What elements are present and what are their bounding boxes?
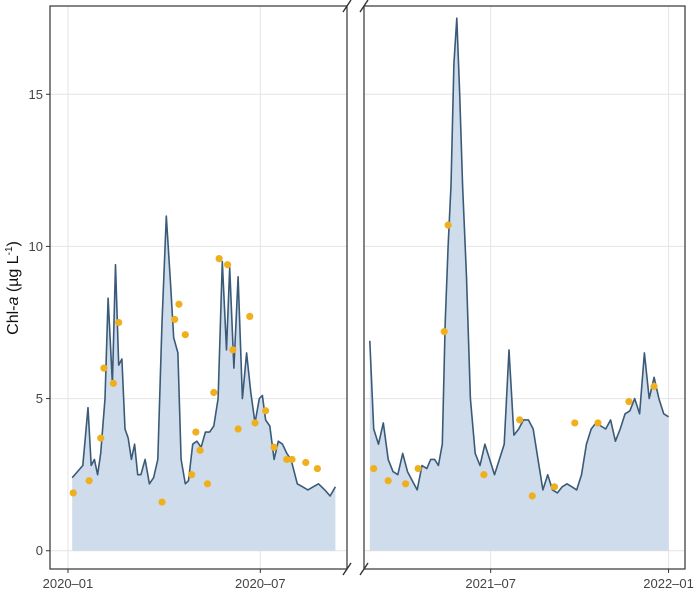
observation-point	[85, 477, 93, 485]
y-axis-label-superscript: -1	[4, 246, 15, 255]
observation-point	[210, 388, 218, 397]
y-axis-label-italic: a	[5, 297, 22, 306]
y-axis-title: Chl-a (µg L-1)	[4, 241, 22, 335]
observation-point	[203, 480, 212, 488]
observation-point	[571, 419, 579, 427]
observation-point	[440, 328, 448, 336]
observation-point	[229, 346, 237, 354]
observation-point	[384, 477, 392, 485]
observation-point	[594, 419, 602, 427]
observation-point	[188, 471, 196, 479]
observation-point	[270, 443, 278, 451]
observation-point	[251, 419, 259, 427]
observation-point	[115, 318, 123, 327]
observation-point	[234, 425, 242, 433]
observation-point	[223, 261, 232, 269]
plot-area: 2020–01 2020–07 0 5 10 15 2021–07 2022–01	[29, 0, 694, 591]
observation-point	[262, 407, 270, 415]
y-tick-label: 0	[36, 543, 43, 558]
y-tick-label: 5	[36, 391, 43, 406]
observation-point	[158, 498, 166, 506]
observation-point	[480, 471, 488, 479]
x-tick-label: 2022–01	[643, 576, 694, 591]
observation-point	[97, 434, 105, 442]
axis-break-slash	[342, 562, 352, 576]
axis-break-slash	[359, 562, 369, 576]
panel-frame	[49, 5, 348, 570]
observation-point	[550, 483, 559, 491]
observation-point	[302, 458, 310, 467]
observation-point	[625, 398, 633, 406]
observation-point	[215, 254, 223, 263]
x-tick-label: 2020–01	[43, 576, 94, 591]
observation-point	[528, 492, 536, 500]
panel-frame	[363, 5, 686, 570]
panel-2: 2021–07 2022–01	[363, 5, 694, 591]
x-tick-label: 2020–07	[235, 576, 286, 591]
observation-point	[283, 455, 291, 464]
observation-point	[192, 428, 200, 436]
observation-point	[109, 379, 118, 387]
observation-point	[69, 489, 77, 497]
x-tick-label: 2021–07	[465, 576, 516, 591]
axis-break-slash	[342, 0, 352, 13]
y-axis-label: Chl-a (µg L-1)	[4, 241, 22, 335]
observation-point	[370, 464, 378, 473]
axis-break-slash	[359, 0, 369, 13]
observation-point	[100, 364, 108, 372]
y-tick-label: 10	[29, 239, 43, 254]
axis-break-marks	[342, 0, 369, 576]
observation-point	[414, 464, 422, 473]
y-axis-label-unit: (µg L	[5, 255, 22, 296]
observation-point	[516, 416, 524, 424]
observation-point	[288, 455, 296, 464]
observation-point	[444, 221, 452, 229]
observation-point	[650, 382, 658, 391]
observation-point	[171, 315, 179, 324]
observation-point	[401, 480, 410, 488]
chl-a-area-fill	[369, 18, 669, 551]
chl-a-series-line	[71, 215, 337, 497]
y-axis-label-close: )	[5, 241, 22, 246]
observation-point	[313, 464, 322, 473]
observation-point	[246, 312, 254, 321]
observation-point	[196, 446, 204, 454]
observation-point	[181, 331, 189, 339]
chl-a-area-fill	[72, 216, 336, 551]
y-axis-label-prefix: Chl-	[5, 306, 22, 335]
chl-a-series-line	[369, 17, 670, 494]
y-tick-label: 15	[29, 87, 43, 102]
observation-point	[175, 300, 183, 308]
panel-1: 2020–01 2020–07 0 5 10 15	[29, 5, 348, 591]
